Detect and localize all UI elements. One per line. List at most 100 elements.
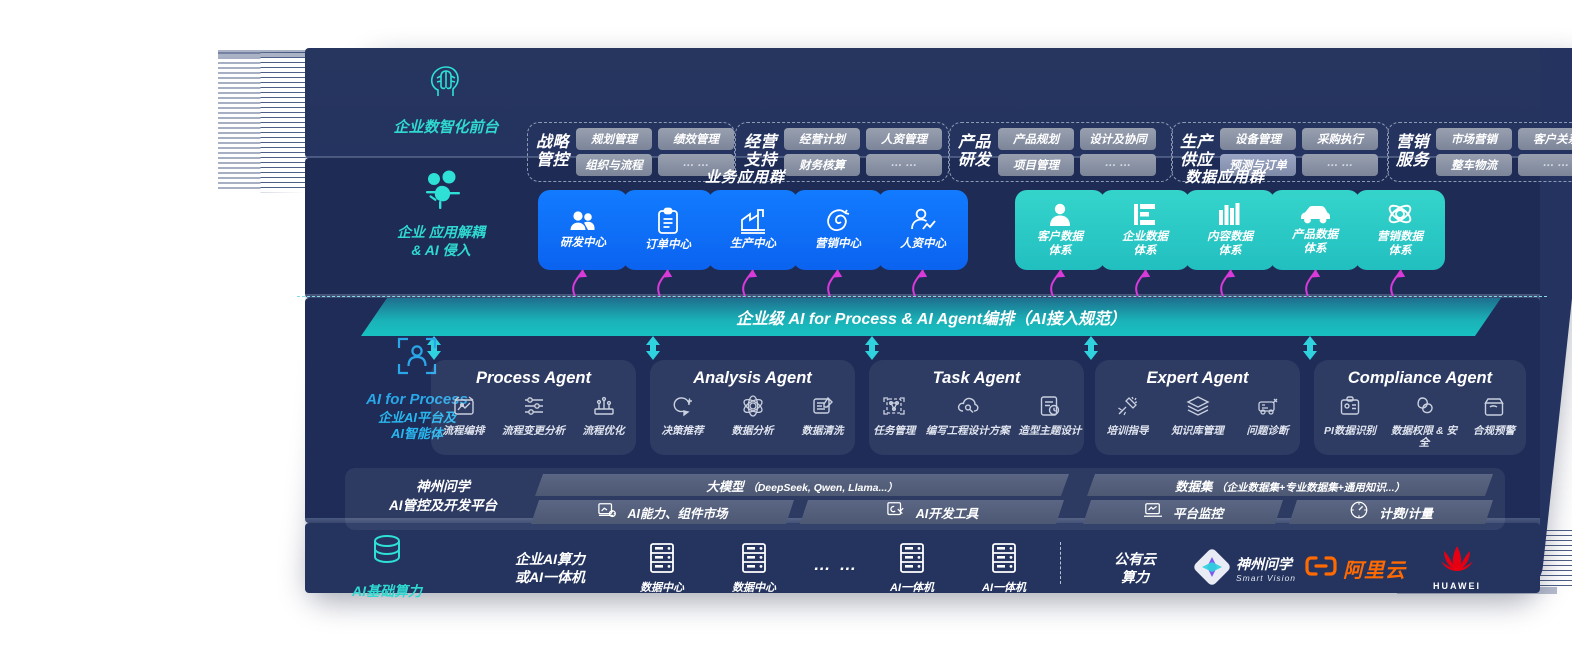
agent-item[interactable]: 编写工程设计方案	[926, 394, 1010, 437]
chip[interactable]: 整车物流	[1436, 154, 1513, 176]
platform-label: 神州问学 AI管控及开发平台	[389, 479, 497, 513]
chip[interactable]: 客户关系	[1518, 128, 1572, 150]
rail-item-decouple: 企业 应用解耦 & AI 侵入	[351, 166, 531, 260]
platform-bar-llm[interactable]: 大模型 （DeepSeek, Qwen, Llama...）	[535, 474, 1069, 496]
infra-enterprise-line2: 或AI一体机	[515, 569, 585, 586]
chip[interactable]: … …	[1302, 154, 1379, 176]
chip[interactable]: … …	[658, 154, 735, 176]
agent-item[interactable]: 流程优化	[572, 394, 636, 437]
infra-item-datacenter-1[interactable]: 数据中心	[628, 542, 696, 596]
agent-card-analysis[interactable]: Analysis Agent 决策推荐	[650, 360, 855, 455]
data-card-product[interactable]: 产品数据 体系	[1270, 190, 1360, 270]
platform-bar-monitor[interactable]: 平台监控	[1083, 500, 1283, 524]
platform-bar-market[interactable]: AI能力、组件市场	[531, 500, 794, 524]
infra-item-datacenter-2[interactable]: 数据中心	[720, 542, 788, 596]
agent-item-label: 数据清洗	[801, 425, 844, 437]
chip[interactable]: 组织与流程	[576, 154, 653, 176]
llm-label: 大模型	[706, 479, 744, 494]
group-rnd[interactable]: 产品 研发 产品规划 设计及协同 项目管理 … …	[949, 122, 1173, 182]
chip[interactable]: 人资管理	[866, 128, 943, 150]
agent-item[interactable]: 知识库管理	[1166, 394, 1230, 437]
data-card-content[interactable]: 内容数据 体系	[1185, 190, 1275, 270]
data-card-label: 企业数据 体系	[1122, 230, 1168, 257]
data-card-marketing[interactable]: 营销数据 体系	[1355, 190, 1445, 270]
monitor-icon	[1143, 501, 1163, 524]
cloud-design-icon	[956, 394, 980, 423]
atom-icon	[1387, 201, 1413, 227]
chip[interactable]: … …	[1080, 154, 1157, 176]
chip[interactable]: 绩效管理	[658, 128, 735, 150]
chip[interactable]: 市场营销	[1436, 128, 1513, 150]
chip[interactable]: 项目管理	[998, 154, 1075, 176]
agent-item-label: 流程编排	[442, 425, 485, 437]
chip[interactable]: 产品规划	[998, 128, 1075, 150]
agent-item[interactable]: 培训指导	[1096, 394, 1160, 437]
infra-item-aibox-2[interactable]: AI一体机	[970, 542, 1038, 596]
chip[interactable]: 预测与订单	[1220, 154, 1297, 176]
chip[interactable]: 财务核算	[784, 154, 861, 176]
banner-text: 企业级 AI for Process & AI Agent编排（AI接入规范）	[736, 311, 1126, 328]
agent-card-task[interactable]: Task Agent 任务管理	[869, 360, 1084, 455]
agent-item[interactable]: PI数据识别	[1315, 394, 1385, 449]
chip[interactable]: 经营计划	[784, 128, 861, 150]
app-card-production-center[interactable]: 生产中心	[708, 190, 798, 270]
rail-item-frontoffice: 企业数智化前台	[361, 62, 531, 138]
group-operations-name: 经营 支持	[744, 133, 778, 169]
chip[interactable]: … …	[1518, 154, 1572, 176]
data-card-enterprise[interactable]: 企业数据 体系	[1100, 190, 1190, 270]
app-card-marketing-center[interactable]: 营销中心	[793, 190, 883, 270]
platform-bar-devtool[interactable]: AI开发工具	[800, 500, 1064, 524]
app-card-hr-center[interactable]: 人资中心	[878, 190, 968, 270]
rail-item-compute: AI基础算力	[297, 531, 477, 601]
chip[interactable]: 设备管理	[1220, 128, 1297, 150]
chip[interactable]: 规划管理	[576, 128, 653, 150]
server-icon	[989, 542, 1019, 579]
platform-bar-dataset[interactable]: 数据集 （企业数据集+专业数据集+通用知识...）	[1087, 474, 1493, 496]
group-marketing-name: 营销 服务	[1396, 133, 1430, 169]
agent-item-label: 问题诊断	[1246, 425, 1289, 437]
app-card-rnd-center[interactable]: 研发中心	[538, 190, 628, 270]
agent-card-expert[interactable]: Expert Agent 培训指导	[1095, 360, 1300, 455]
infra-item-aibox-1[interactable]: AI一体机	[878, 542, 946, 596]
agent-item[interactable]: 造型主题设计	[1016, 394, 1084, 437]
agent-item[interactable]: 流程变更分析	[502, 394, 566, 437]
vendor-huawei-name: HUAWEI	[1433, 581, 1481, 591]
agent-item[interactable]: 合规预警	[1463, 394, 1525, 449]
agent-item[interactable]: 任务管理	[869, 394, 920, 437]
vendor-shenzhou[interactable]: 神州问学 Smart Vision	[1194, 549, 1296, 589]
group-operations-chips: 经营计划 人资管理 财务核算 … …	[784, 128, 943, 176]
agent-item-label: 流程优化	[582, 425, 625, 437]
panel-content: 企业数智化前台 战略 管控 规划管理 绩效管理 组织与流程 … …	[297, 48, 1572, 599]
agent-item[interactable]: 流程编排	[432, 394, 496, 437]
target-icon	[825, 208, 851, 234]
app-card-label: 研发中心	[560, 237, 606, 250]
ai-person-scan-icon	[327, 334, 507, 384]
chip[interactable]: 设计及协同	[1080, 128, 1157, 150]
agent-item[interactable]: 决策推荐	[651, 394, 715, 437]
agent-item[interactable]: 数据清洗	[791, 394, 855, 437]
agent-item[interactable]: 数据权限 & 安全	[1391, 394, 1457, 449]
group-strategy-chips: 规划管理 绩效管理 组织与流程 … …	[576, 128, 735, 176]
infra-enterprise-compute: 企业AI算力 或AI一体机	[490, 550, 610, 586]
group-production[interactable]: 生产 供应 设备管理 采购执行 预测与订单 … …	[1171, 122, 1389, 182]
data-card-label: 客户数据 体系	[1037, 230, 1083, 257]
app-card-order-center[interactable]: 订单中心	[623, 190, 713, 270]
group-strategy[interactable]: 战略 管控 规划管理 绩效管理 组织与流程 … …	[527, 122, 735, 182]
platform-bar-billing[interactable]: 计费/计量	[1289, 500, 1493, 524]
chip[interactable]: … …	[866, 154, 943, 176]
pi-data-icon	[1338, 394, 1362, 423]
chip[interactable]: 采购执行	[1302, 128, 1379, 150]
infra-enterprise-line1: 企业AI算力	[515, 551, 585, 567]
agent-item-label: PI数据识别	[1324, 425, 1376, 437]
agent-card-process[interactable]: Process Agent 流程编排	[431, 360, 636, 455]
agent-item[interactable]: 问题诊断	[1236, 394, 1300, 437]
group-operations[interactable]: 经营 支持 经营计划 人资管理 财务核算 … …	[735, 122, 949, 182]
agent-card-compliance[interactable]: Compliance Agent PI数据识别	[1314, 360, 1526, 455]
section-dashed-divider	[297, 296, 1547, 297]
data-card-customer[interactable]: 客户数据 体系	[1015, 190, 1105, 270]
vendor-alicloud[interactable]: 阿里云	[1305, 554, 1406, 583]
agent-item[interactable]: 数据分析	[721, 394, 785, 437]
vendor-huawei[interactable]: HUAWEI	[1433, 544, 1481, 591]
